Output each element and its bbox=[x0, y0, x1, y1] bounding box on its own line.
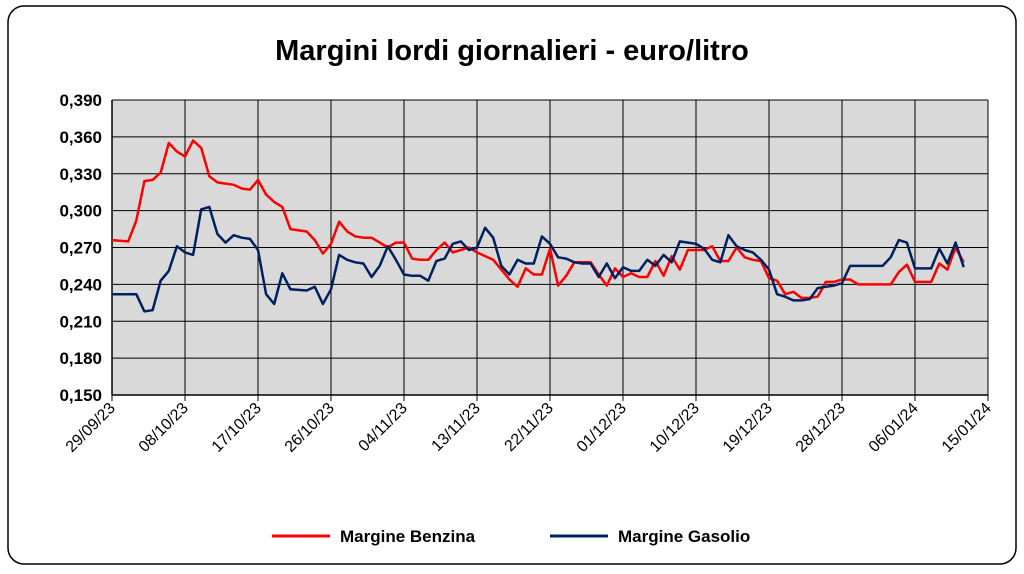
y-tick-label: 0,270 bbox=[59, 239, 102, 258]
y-tick-label: 0,210 bbox=[59, 312, 102, 331]
y-tick-label: 0,330 bbox=[59, 165, 102, 184]
y-tick-label: 0,300 bbox=[59, 202, 102, 221]
y-tick-label: 0,390 bbox=[59, 91, 102, 110]
y-tick-label: 0,360 bbox=[59, 128, 102, 147]
legend-label: Margine Benzina bbox=[340, 527, 476, 546]
y-tick-label: 0,240 bbox=[59, 275, 102, 294]
legend-label: Margine Gasolio bbox=[618, 527, 750, 546]
data-line bbox=[111, 139, 965, 300]
y-tick-label: 0,180 bbox=[59, 349, 102, 368]
y-tick-label: 0,150 bbox=[59, 386, 102, 405]
chart-title: Margini lordi giornalieri - euro/litro bbox=[275, 35, 749, 67]
data-line bbox=[112, 205, 965, 313]
